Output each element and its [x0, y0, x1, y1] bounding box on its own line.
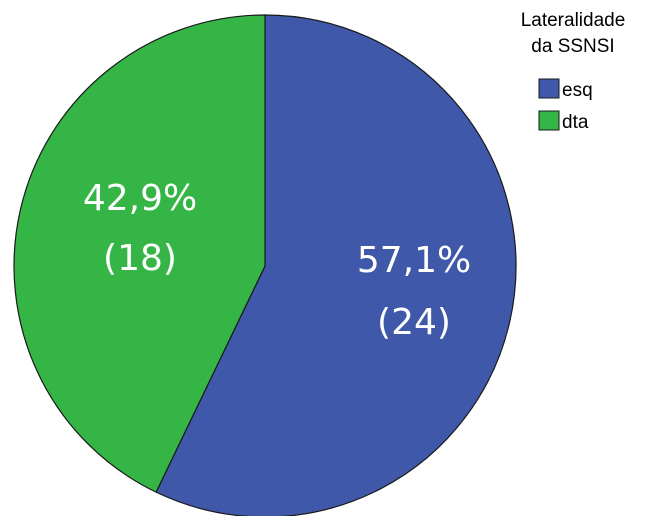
slice-count-label-dta: (18)	[103, 238, 177, 279]
legend: Lateralidade da SSNSI esq dta	[521, 10, 626, 133]
legend-title-line-1: Lateralidade	[521, 10, 626, 31]
legend-swatch-dta	[538, 110, 560, 131]
legend-label-esq: esq	[562, 80, 593, 101]
legend-title-line-2: da SSNSI	[531, 36, 614, 57]
legend-swatch-esq	[538, 78, 560, 99]
slice-percent-label-esq: 57,1%	[357, 240, 471, 281]
legend-label-dta: dta	[562, 112, 589, 133]
pie-slice-esq	[155, 14, 517, 516]
slice-count-label-esq: (24)	[377, 302, 451, 343]
slice-percent-label-dta: 42,9%	[83, 178, 197, 219]
pie-labels: 57,1% (24) 42,9% (18)	[83, 178, 471, 343]
pie-slice-dta	[13, 14, 266, 493]
pie-slices	[13, 14, 517, 516]
